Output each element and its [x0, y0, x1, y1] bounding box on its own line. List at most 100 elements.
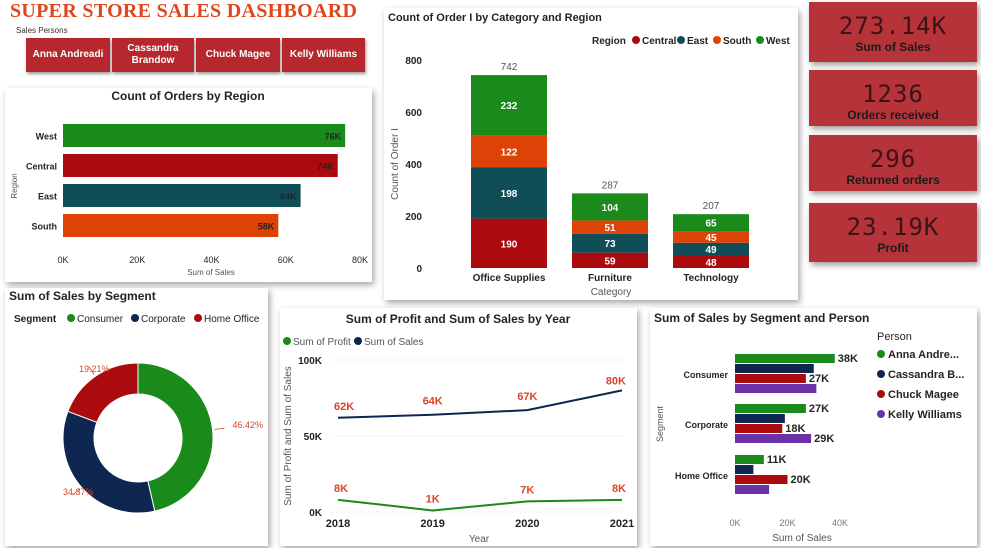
data-label: 62K: [334, 401, 354, 413]
donut-slice: [62, 410, 156, 514]
category-label: Office Supplies: [473, 273, 546, 284]
legend-label: Corporate: [141, 314, 186, 325]
kpi-label: Orders received: [847, 108, 939, 122]
kpi-card-sales: 273.14K Sum of Sales: [809, 2, 977, 62]
data-label: 49: [705, 245, 717, 256]
leader-line: [72, 488, 81, 496]
person-button-cassandra[interactable]: Cassandra Brandow: [112, 38, 194, 72]
bar: [735, 465, 754, 474]
legend-marker: [194, 314, 202, 322]
category-label: South: [32, 222, 58, 232]
data-label: 74K: [317, 162, 334, 172]
donut-slice: [67, 362, 139, 423]
data-label: 190: [501, 239, 518, 250]
legend-label: Chuck Magee: [888, 389, 959, 401]
y-axis-label: Sum of Profit and Sum of Sales: [283, 366, 294, 506]
data-label: 34.37%: [63, 487, 94, 497]
legend-label: East: [687, 36, 709, 47]
data-label: 80K: [606, 375, 626, 387]
legend-marker: [131, 314, 139, 322]
category-label: Technology: [683, 273, 739, 284]
total-label: 742: [501, 62, 518, 73]
x-axis-label: Sum of Sales: [772, 533, 831, 544]
y-axis-label: Region: [10, 173, 19, 198]
y-tick-label: 0K: [309, 508, 323, 519]
bar-segment: [471, 167, 547, 219]
bar-segment: [673, 242, 749, 256]
segment-donut-chart: Sum of Sales by Segment Segment Consumer Co…: [9, 289, 263, 514]
category-label: Furniture: [588, 273, 632, 284]
kpi-card-orders: 1236 Orders received: [809, 70, 977, 126]
chart-title: Sum of Sales by Segment and Person: [654, 311, 869, 325]
legend-marker: [877, 350, 885, 358]
bar-segment: [572, 252, 648, 268]
data-label: 64K: [280, 192, 297, 202]
data-label: 7K: [520, 484, 534, 496]
legend-marker: [67, 314, 75, 322]
bar: [735, 414, 785, 423]
kpi-value: 23.19K: [846, 213, 940, 241]
data-label: 232: [501, 101, 518, 112]
data-label: 64K: [423, 396, 443, 408]
legend-label: Anna Andre...: [888, 349, 959, 361]
y-tick-label: 100K: [298, 356, 323, 367]
legend-label: Sum of Sales: [364, 337, 423, 348]
y-axis-label: Count of Order I: [390, 128, 401, 200]
x-axis-label: Category: [591, 287, 632, 298]
data-label: 8K: [612, 483, 626, 495]
bar: [735, 364, 814, 373]
dashboard-title: SUPER STORE SALES DASHBOARD: [10, 0, 358, 22]
legend-label: Home Office: [204, 314, 260, 325]
legend-label: Cassandra B...: [888, 369, 964, 381]
region-chart-card: Count of Orders by Region West 76K Central 7…: [5, 88, 372, 282]
legend-label: Kelly Williams: [888, 409, 962, 421]
bar: [735, 434, 812, 443]
segment-chart-card: Sum of Sales by Segment Segment Consumer Co…: [5, 288, 268, 546]
person-button-chuck[interactable]: Chuck Magee: [196, 38, 280, 72]
x-tick-label: 60K: [278, 255, 294, 265]
data-label: 19.21%: [79, 364, 110, 374]
year-chart-card: Sum of Profit and Sum of Sales by Year Su…: [280, 308, 637, 546]
y-tick-label: 400: [405, 160, 422, 171]
category-label: Corporate: [685, 420, 728, 430]
leader-line: [214, 427, 225, 430]
leader-line: [88, 366, 95, 375]
person-button-kelly[interactable]: Kelly Williams: [282, 38, 365, 72]
data-label: 65: [705, 219, 717, 230]
x-axis-label: Year: [469, 534, 490, 545]
data-label: 45: [705, 233, 717, 244]
data-label: 104: [602, 203, 619, 214]
data-label: 27K: [809, 403, 829, 415]
kpi-card-profit: 23.19K Profit: [809, 203, 977, 262]
legend-marker: [877, 410, 885, 418]
bar-segment: [471, 218, 547, 268]
y-tick-label: 200: [405, 212, 422, 223]
bar-segment: [673, 214, 749, 232]
legend-marker: [677, 36, 685, 44]
legend-label: Sum of Profit: [293, 337, 351, 348]
legend-marker: [877, 370, 885, 378]
data-label: 122: [501, 147, 518, 158]
chart-title: Sum of Sales by Segment: [9, 289, 156, 303]
bar: [735, 374, 806, 383]
data-label: 48: [705, 258, 717, 269]
bar-segment: [572, 220, 648, 234]
legend-marker: [632, 36, 640, 44]
total-label: 207: [703, 201, 720, 212]
category-label: Home Office: [675, 471, 728, 481]
bar: [63, 124, 346, 147]
x-tick-label: 2018: [326, 518, 350, 530]
donut-slice: [137, 362, 214, 512]
data-label: 29K: [814, 433, 834, 445]
chart-title: Count of Order I by Category and Region: [388, 12, 602, 24]
person-button-anna[interactable]: Anna Andreadi: [26, 38, 110, 72]
category-label: East: [38, 192, 57, 202]
year-line-chart: Sum of Profit and Sum of Sales by Year Su…: [283, 312, 634, 545]
bar: [63, 214, 279, 237]
legend-marker: [713, 36, 721, 44]
legend-label: South: [723, 36, 751, 47]
x-axis-label: Sum of Sales: [187, 268, 235, 277]
category-label: Central: [26, 162, 57, 172]
y-axis-label: Segment: [655, 405, 665, 442]
